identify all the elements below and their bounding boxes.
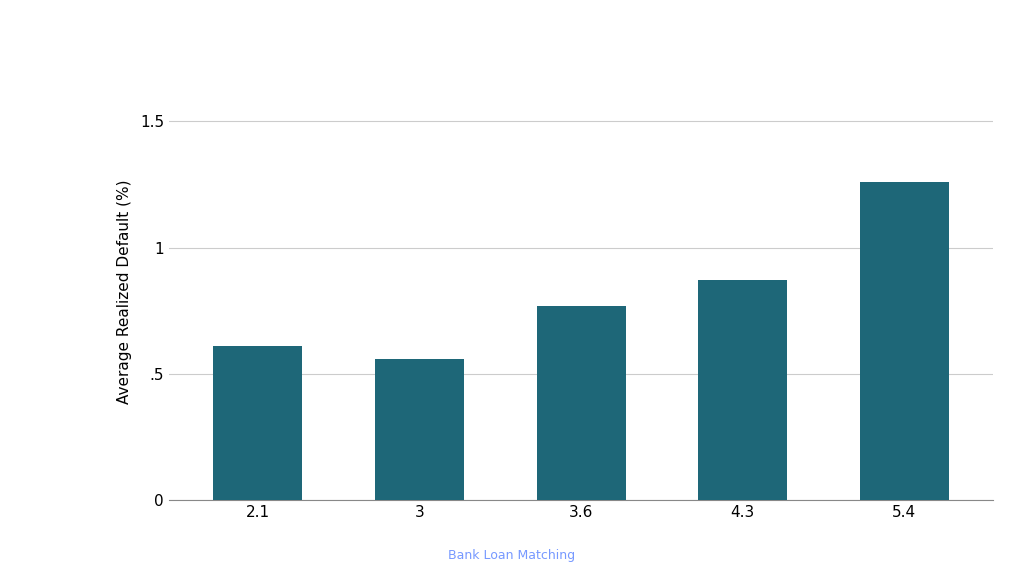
Text: Average Default Rates Across Interest Rate Bins: Average Default Rates Across Interest Ra… — [12, 23, 844, 52]
Bar — [375, 359, 464, 500]
Y-axis label: Average Realized Default (%): Average Realized Default (%) — [117, 180, 132, 404]
Bar — [213, 346, 302, 500]
Text: September 28, 2022: September 28, 2022 — [824, 549, 953, 562]
Text: Bank Loan Matching: Bank Loan Matching — [449, 549, 575, 562]
Text: Beyhaghi, Fracassi and Weitzner: Beyhaghi, Fracassi and Weitzner — [18, 549, 222, 562]
Bar — [698, 281, 787, 500]
Text: 12 / 22: 12 / 22 — [975, 549, 1019, 562]
Bar — [860, 182, 949, 500]
Bar — [537, 306, 626, 500]
